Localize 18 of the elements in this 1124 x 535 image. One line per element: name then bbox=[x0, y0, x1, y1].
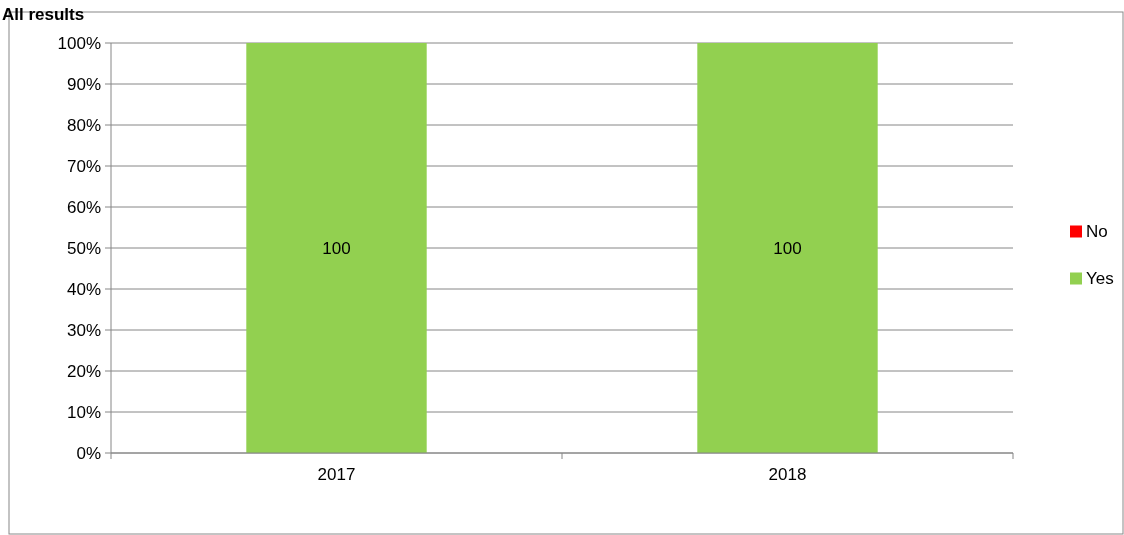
data-label: 100 bbox=[773, 238, 802, 258]
data-label: 100 bbox=[322, 238, 351, 258]
y-tick-label: 90% bbox=[66, 74, 101, 94]
y-tick-label: 100% bbox=[57, 33, 101, 53]
y-tick-label: 50% bbox=[66, 238, 101, 258]
y-tick-label: 40% bbox=[66, 279, 101, 299]
y-tick-label: 60% bbox=[66, 197, 101, 217]
y-tick-label: 30% bbox=[66, 320, 101, 340]
y-tick-label: 0% bbox=[76, 443, 101, 463]
y-tick-label: 70% bbox=[66, 156, 101, 176]
legend-label: No bbox=[1086, 222, 1108, 242]
x-tick-label: 2018 bbox=[768, 465, 807, 484]
x-tick-label: 2017 bbox=[317, 465, 356, 484]
y-tick-label: 80% bbox=[66, 115, 101, 135]
chart-title: All results bbox=[2, 5, 85, 24]
y-tick-label: 10% bbox=[66, 402, 101, 422]
y-tick-label: 20% bbox=[66, 361, 101, 381]
legend-label: Yes bbox=[1086, 269, 1114, 289]
